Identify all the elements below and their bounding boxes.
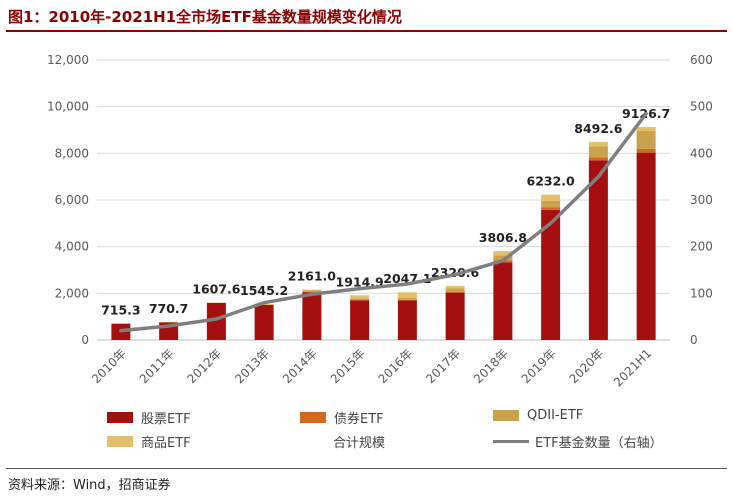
legend-label-total: 合计规模	[333, 436, 386, 451]
x-tick-label: 2018年	[471, 346, 511, 386]
x-tick-label: 2013年	[232, 346, 272, 386]
y-left-tick-label: 12,000	[47, 53, 89, 67]
bar-segment-stock	[636, 152, 656, 340]
x-tick-label: 2016年	[376, 346, 416, 386]
bar-segment-bond	[588, 157, 608, 161]
y-left-tick-label: 2,000	[55, 286, 89, 300]
total-data-label: 1914.9	[336, 274, 384, 289]
legend-item-commodity-etf: 商品ETF	[107, 432, 191, 451]
bar-segment-bond	[541, 207, 561, 210]
total-data-label: 1545.2	[240, 283, 288, 298]
x-tick-label: 2015年	[328, 346, 368, 386]
bar-segment-stock	[350, 300, 370, 340]
legend-label-commodity-etf: 商品ETF	[141, 436, 191, 451]
bar-segment-commodity	[350, 295, 370, 299]
x-tick-label: 2014年	[280, 346, 320, 386]
legend-label-qdii-etf: QDII-ETF	[527, 408, 584, 423]
x-tick-label: 2020年	[567, 346, 607, 386]
chart-legend: 股票ETF 债券ETF QDII-ETF 商品ETF 合计规模 ETF基金数量（…	[95, 400, 725, 460]
legend-label-stock-etf: 股票ETF	[141, 412, 191, 427]
bar-segment-qdii	[302, 290, 322, 292]
bar-segment-commodity	[588, 141, 608, 147]
bar-segment-commodity	[541, 194, 561, 201]
etf-chart: 0 2,000 4,000 6,000 8,000 10,000 12,000 0 100 200…	[47, 53, 713, 389]
y-right-tick-label: 600	[690, 53, 713, 67]
bar-segment-stock	[588, 160, 608, 340]
bar-segment-qdii	[397, 297, 417, 300]
source-note: 资料来源：Wind，招商证券	[8, 478, 171, 493]
legend-swatch-commodity-etf	[107, 436, 133, 447]
x-tick-label: 2011年	[137, 346, 177, 386]
bar-segment-stock	[302, 292, 322, 340]
total-data-label: 6232.0	[527, 174, 576, 189]
y-right-tick-label: 0	[690, 333, 698, 347]
x-tick-label: 2012年	[185, 346, 225, 386]
legend-item-stock-etf: 股票ETF	[107, 408, 191, 427]
total-data-label: 770.7	[149, 301, 189, 316]
bar-segment-commodity	[302, 289, 322, 291]
x-tick-label: 2019年	[519, 346, 559, 386]
title-divider	[6, 30, 727, 32]
bar-segment-qdii	[445, 288, 465, 292]
legend-swatch-fund-count	[493, 440, 529, 443]
x-tick-label: 2010年	[89, 346, 129, 386]
y-left-tick-label: 4,000	[55, 240, 89, 254]
bar-segment-stock	[493, 262, 513, 340]
legend-swatch-qdii-etf	[493, 410, 519, 421]
legend-item-fund-count: ETF基金数量（右轴）	[493, 432, 663, 451]
legend-label-bond-etf: 债券ETF	[334, 412, 384, 427]
bar-segment-stock	[397, 300, 417, 340]
legend-item-bond-etf: 债券ETF	[300, 408, 384, 427]
y-right-tick-label: 500	[690, 100, 713, 114]
bar-segment-commodity	[493, 251, 513, 256]
bar-segment-qdii	[350, 298, 370, 300]
total-data-label: 8492.6	[574, 121, 623, 136]
bar-segment-bond	[445, 291, 465, 293]
y-left-tick-label: 8,000	[55, 146, 89, 160]
bar-segment-commodity	[636, 126, 656, 131]
bar-segment-qdii	[493, 255, 513, 261]
bar-segment-qdii	[588, 146, 608, 158]
y-left-tick-label: 0	[81, 333, 89, 347]
x-tick-label: 2017年	[423, 346, 463, 386]
y-right-tick-label: 200	[690, 240, 713, 254]
fund-count-line	[119, 111, 648, 333]
total-data-label: 1607.6	[192, 281, 241, 296]
bar-segment-qdii	[541, 200, 561, 208]
legend-label-fund-count: ETF基金数量（右轴）	[535, 436, 663, 451]
legend-swatch-bond-etf	[300, 412, 326, 423]
y-right-tick-label: 400	[690, 146, 713, 160]
bar-segment-qdii	[636, 130, 656, 149]
bar-segment-commodity	[445, 285, 465, 289]
legend-swatch-stock-etf	[107, 412, 133, 423]
y-right-tick-label: 100	[690, 286, 713, 300]
legend-item-total: 合计规模	[333, 432, 385, 451]
legend-item-qdii-etf: QDII-ETF	[493, 408, 583, 423]
y-left-tick-label: 6,000	[55, 193, 89, 207]
source-divider	[6, 468, 727, 469]
y-right-tick-label: 300	[690, 193, 713, 207]
bar-segment-bond	[636, 148, 656, 153]
bar-segment-commodity	[397, 292, 417, 298]
bar-segment-stock	[445, 292, 465, 340]
bar-segment-stock	[206, 302, 226, 340]
bar-segment-stock	[541, 209, 561, 340]
chart-title: 图1：2010年-2021H1全市场ETF基金数量规模变化情况	[8, 8, 402, 26]
total-data-label: 715.3	[101, 302, 141, 317]
total-data-label: 3806.8	[479, 230, 527, 245]
y-left-tick-label: 10,000	[47, 100, 89, 114]
x-tick-label: 2021H1	[611, 346, 654, 389]
bar-segment-stock	[254, 305, 274, 340]
total-data-label: 2161.0	[288, 269, 337, 284]
